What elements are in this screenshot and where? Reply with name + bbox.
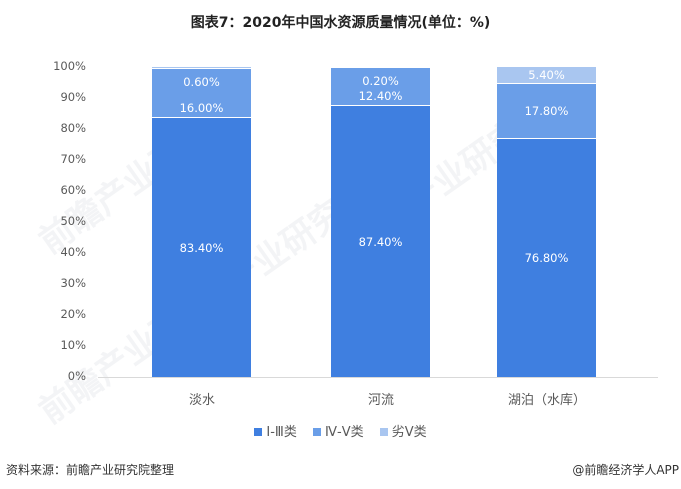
data-label: 5.40% (528, 68, 565, 83)
bar-segment (331, 106, 430, 377)
bar-segment (497, 138, 596, 377)
y-tick-label: 60% (60, 183, 86, 197)
stacked-bar: 87.40% 12.40% 0.20% (331, 66, 430, 377)
y-tick-label: 30% (60, 276, 86, 290)
data-label: 16.00% (179, 101, 224, 116)
data-label: 17.80% (524, 104, 569, 119)
legend-item-worse-than-5: 劣Ⅴ类 (379, 421, 427, 440)
bar-segment (331, 67, 430, 107)
bar-segment (331, 66, 430, 68)
stacked-bar: 83.40% 16.00% 0.60% (152, 67, 251, 377)
data-label: 0.20% (362, 73, 399, 88)
data-label: 0.60% (183, 74, 220, 89)
legend-swatch-icon (313, 427, 321, 436)
credit-note: @前瞻经济学人APP (572, 463, 679, 477)
bar-segment (152, 118, 251, 377)
legend-item-class-1-3: Ⅰ-Ⅲ类 (254, 421, 297, 440)
y-tick-label: 0% (67, 369, 86, 383)
y-tick-label: 90% (60, 90, 86, 104)
data-label: 87.40% (358, 234, 403, 249)
legend: Ⅰ-Ⅲ类 Ⅳ-Ⅴ类 劣Ⅴ类 (0, 421, 681, 440)
bar-segment (152, 67, 251, 69)
y-tick-label: 20% (60, 307, 86, 321)
legend-swatch-icon (254, 427, 263, 436)
data-label: 76.80% (524, 250, 569, 265)
y-tick-label: 10% (60, 338, 86, 352)
chart-title: 图表7：2020年中国水资源质量情况(单位：%) (190, 15, 491, 31)
y-tick-label: 70% (60, 152, 86, 166)
x-tick-label: 淡水 (188, 393, 215, 408)
y-tick-label: 40% (60, 245, 86, 259)
x-tick-label: 河流 (367, 393, 394, 408)
data-label: 12.40% (358, 89, 403, 104)
stacked-bar: 76.80% 17.80% 5.40% (497, 67, 596, 377)
y-tick-label: 50% (60, 214, 86, 228)
bar-segment (152, 68, 251, 119)
y-tick-label: 80% (60, 121, 86, 135)
x-tick-label: 湖泊（水库） (507, 393, 586, 408)
legend-swatch-icon (379, 427, 388, 436)
bar-segment (497, 67, 596, 84)
legend-item-class-4-5: Ⅳ-Ⅴ类 (313, 421, 364, 440)
source-note: 资料来源：前瞻产业研究院整理 (6, 463, 175, 477)
data-label: 83.40% (179, 240, 224, 255)
y-tick-label: 100% (53, 59, 86, 73)
bar-segment (497, 83, 596, 139)
x-axis-line (98, 377, 658, 378)
